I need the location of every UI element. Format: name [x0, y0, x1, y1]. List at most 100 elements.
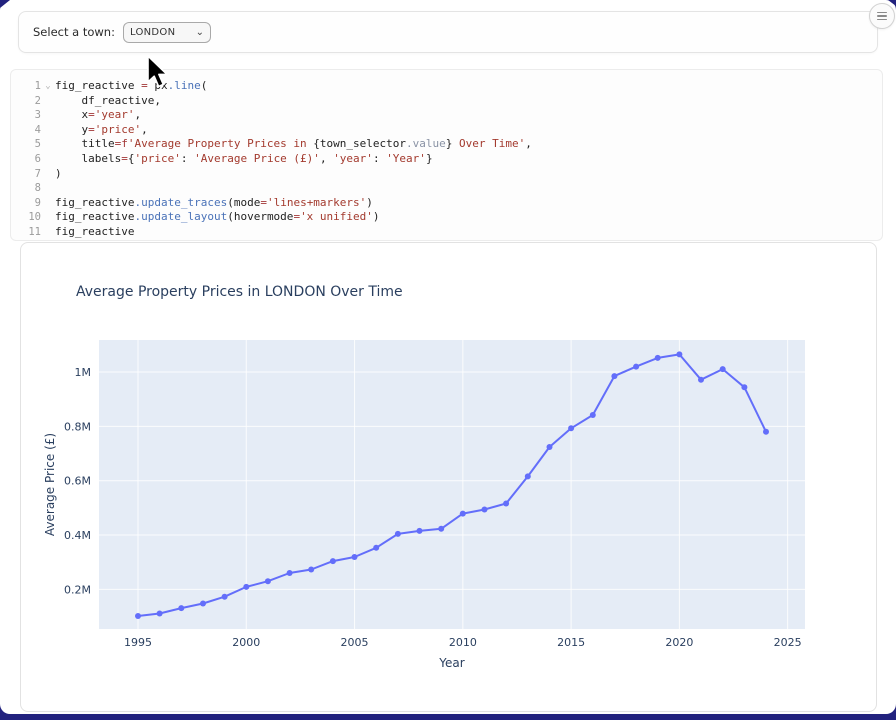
data-point-marker[interactable] [264, 578, 271, 585]
line-number: 5 [34, 138, 41, 151]
town-control-card: Select a town: LONDON ⌄ [18, 11, 878, 53]
code-text: fig_reactive.update_traces(mode='lines+m… [55, 195, 373, 209]
line-number: 1 [34, 80, 41, 92]
data-point-marker[interactable] [221, 593, 228, 600]
code-line[interactable]: 3 x='year', [11, 108, 882, 123]
fold-gutter [41, 123, 55, 138]
plot-area[interactable] [99, 340, 805, 629]
code-text: fig_reactive [55, 224, 135, 238]
line-number: 7 [34, 167, 41, 180]
x-tick-label: 2020 [665, 636, 693, 649]
y-tick-label: 0.8M [64, 420, 91, 433]
data-point-marker[interactable] [676, 351, 683, 358]
code-text: x='year', [55, 108, 142, 122]
code-line[interactable]: 11 fig_reactive [11, 225, 882, 240]
fold-gutter [41, 137, 55, 152]
property-price-line-chart[interactable]: 1995 2000 2005 2010 2015 2020 2025 0.2M 0.4M 0.6M… [21, 243, 876, 711]
data-point-marker[interactable] [373, 544, 380, 551]
code-line[interactable]: 5 title=f'Average Property Prices in {to… [11, 137, 882, 152]
fold-gutter [41, 167, 55, 182]
data-point-marker[interactable] [351, 554, 358, 560]
menu-button[interactable] [869, 3, 895, 29]
x-tick-label: 2005 [341, 636, 369, 649]
data-point-marker[interactable] [741, 384, 748, 391]
data-point-marker[interactable] [654, 354, 661, 361]
fold-gutter [41, 108, 55, 123]
fold-chevron-icon[interactable]: ⌄ [45, 81, 51, 91]
data-point-marker[interactable] [135, 613, 141, 619]
backdrop-corner [888, 0, 896, 6]
code-line[interactable]: 6 labels={'price': 'Average Price (£)', … [11, 152, 882, 167]
y-tick-label: 1M [75, 366, 92, 379]
data-point-marker[interactable] [178, 605, 185, 612]
chevron-down-icon: ⌄ [195, 26, 204, 38]
data-point-marker[interactable] [589, 412, 596, 418]
data-point-marker[interactable] [308, 566, 315, 573]
code-text: y='price', [55, 122, 148, 136]
code-editor-cell[interactable]: 1 ⌄ fig_reactive = px.line(2 df_reactive, 3… [10, 69, 883, 241]
line-number: 9 [34, 196, 41, 209]
data-point-marker[interactable] [524, 473, 531, 480]
code-line[interactable]: 10 fig_reactive.update_layout(hovermode='… [11, 210, 882, 225]
x-tick-label: 2010 [449, 636, 477, 649]
code-text: fig_reactive = px.line( [55, 79, 208, 92]
data-point-marker[interactable] [438, 525, 445, 532]
data-point-marker[interactable] [286, 570, 293, 576]
line-number: 11 [28, 225, 41, 238]
data-point-marker[interactable] [611, 373, 618, 380]
code-text: title=f'Average Property Prices in {town… [55, 137, 532, 151]
data-point-marker[interactable] [698, 376, 704, 383]
code-text [55, 181, 882, 196]
code-line[interactable]: 1 ⌄ fig_reactive = px.line( [11, 79, 882, 94]
x-tick-label: 2025 [774, 636, 802, 649]
hamburger-icon [877, 11, 887, 21]
fold-gutter [41, 181, 55, 196]
data-point-marker[interactable] [568, 425, 575, 432]
data-point-marker[interactable] [329, 558, 336, 565]
line-number: 10 [28, 211, 41, 224]
code-text: ) [55, 166, 62, 180]
code-text: labels={'price': 'Average Price (£)', 'y… [55, 151, 433, 165]
y-axis-title: Average Price (£) [43, 433, 57, 536]
line-number: 6 [34, 152, 41, 165]
data-point-marker[interactable] [481, 506, 488, 513]
price-line-series[interactable] [137, 353, 767, 617]
code-line[interactable]: 7) [11, 167, 882, 182]
data-point-marker[interactable] [394, 530, 401, 537]
chart-title: Average Property Prices in LONDON Over T… [76, 284, 403, 300]
code-line[interactable]: 8 [11, 181, 882, 196]
line-number: 3 [34, 109, 41, 122]
x-tick-label: 1995 [124, 636, 152, 649]
y-tick-label: 0.4M [64, 529, 91, 542]
code-line[interactable]: 4 y='price', [11, 123, 882, 138]
data-point-marker[interactable] [546, 444, 553, 450]
fold-gutter [41, 152, 55, 167]
x-axis-title: Year [438, 656, 464, 670]
data-point-marker[interactable] [200, 600, 206, 607]
line-number: 2 [34, 94, 41, 107]
code-line[interactable]: 2 df_reactive, [11, 94, 882, 109]
backdrop-corner [0, 0, 10, 8]
data-point-marker[interactable] [633, 363, 640, 370]
data-point-marker[interactable] [503, 500, 510, 507]
y-tick-label: 0.2M [64, 583, 91, 596]
town-dropdown-value: LONDON [129, 26, 176, 38]
data-point-marker[interactable] [459, 510, 466, 517]
fold-gutter [41, 196, 55, 211]
data-point-marker[interactable] [719, 366, 726, 373]
data-point-marker[interactable] [243, 583, 250, 590]
fold-gutter [41, 210, 55, 225]
data-point-marker[interactable] [156, 610, 163, 617]
code-text: fig_reactive.update_layout(hovermode='x … [55, 210, 380, 224]
fold-gutter [41, 94, 55, 109]
data-point-marker[interactable] [763, 428, 769, 435]
select-town-label: Select a town: [33, 25, 115, 39]
x-tick-label: 2000 [232, 636, 260, 649]
data-point-marker[interactable] [416, 527, 423, 534]
code-line[interactable]: 9 fig_reactive.update_traces(mode='lines+… [11, 196, 882, 211]
town-dropdown[interactable]: LONDON ⌄ [122, 21, 211, 43]
y-tick-label: 0.6M [64, 475, 91, 488]
code-text: df_reactive, [55, 93, 161, 107]
chart-output-card: 1995 2000 2005 2010 2015 2020 2025 0.2M 0.4M 0.6M… [20, 242, 877, 712]
